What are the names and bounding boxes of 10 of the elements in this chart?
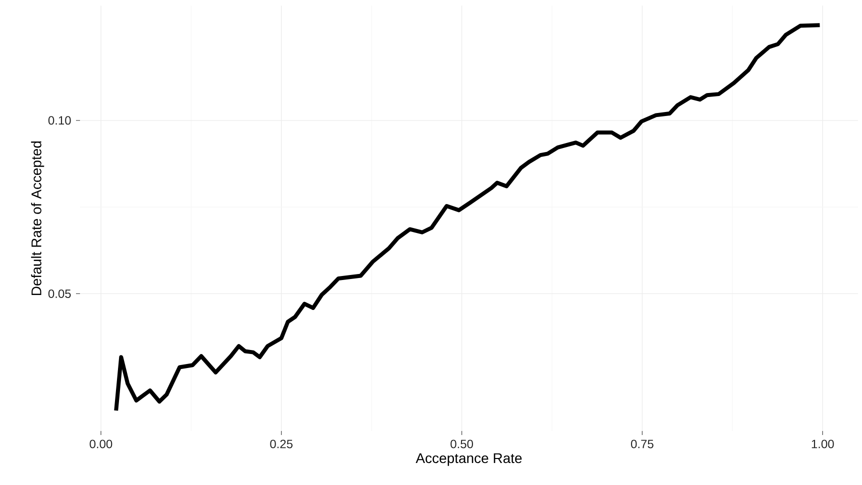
y-tick-label: 0.10 xyxy=(48,116,71,125)
line-series xyxy=(114,23,822,413)
x-tick-label: 1.00 xyxy=(812,440,834,448)
y-tick-label: 0.05 xyxy=(48,289,71,298)
x-tick-label: 0.00 xyxy=(90,440,112,448)
x-tick-label: 0.75 xyxy=(631,440,654,448)
x-axis-title: Acceptance Rate xyxy=(416,453,522,466)
x-tick-label: 0.50 xyxy=(450,440,474,448)
y-axis-title: Default Rate of Accepted xyxy=(31,141,44,296)
x-tick-label: 0.25 xyxy=(270,440,293,448)
